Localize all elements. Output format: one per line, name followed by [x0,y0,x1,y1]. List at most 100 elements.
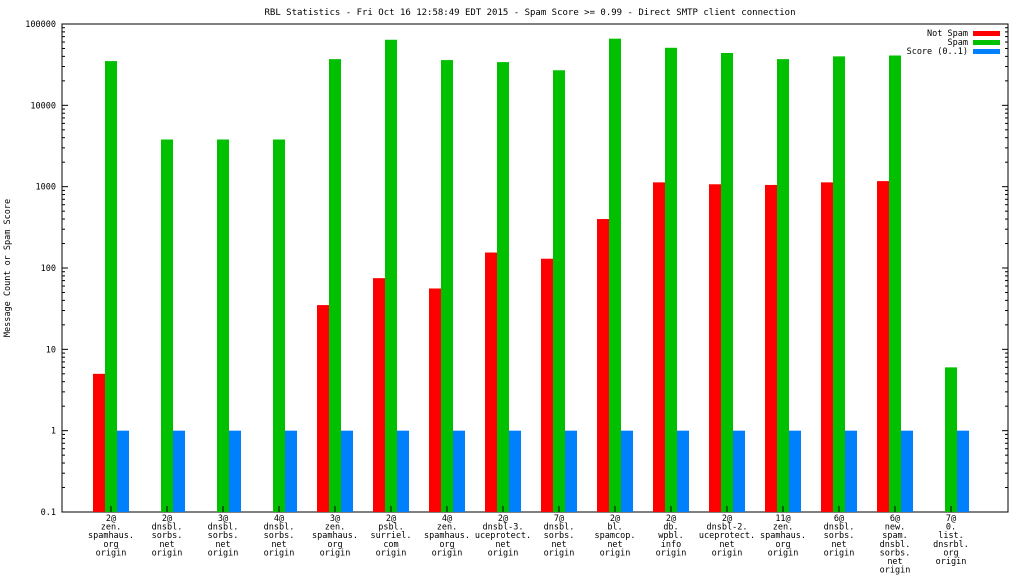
bar-score [173,430,185,512]
x-tick-label: dnsbl. [152,523,183,533]
y-tick-label: 100 [41,264,56,274]
x-tick-label: 7@ [946,514,956,524]
bar-score [453,430,465,512]
x-tick-label: sorbs. [152,531,183,541]
x-tick-label: origin [880,566,911,576]
bar-not-spam [429,288,441,512]
x-tick-label: net [551,540,566,550]
x-tick-label: net [215,540,230,550]
x-tick-label: 0. [946,523,956,533]
bar-spam [161,139,173,513]
bar-not-spam [597,219,609,512]
x-tick-label: spamhaus. [88,531,134,541]
bar-score [117,430,129,512]
bar-spam [497,62,509,512]
legend-not-spam-label: Not Spam [927,29,968,39]
x-tick-label: origin [600,548,631,558]
x-tick-label: list. [938,531,964,541]
x-tick-label: com [383,540,398,550]
bar-score [957,430,969,512]
legend-spam-swatch [973,40,1000,45]
bar-spam [553,70,565,512]
bar-spam [833,56,845,513]
x-tick-label: 4@ [274,514,284,524]
x-tick-label: 2@ [610,514,620,524]
x-tick-label: origin [544,548,575,558]
plot-frame [61,23,1009,513]
x-tick-label: spamhaus. [760,531,806,541]
x-tick-label: zen. [773,523,793,533]
x-tick-label: dnsrbl. [933,540,969,550]
x-tick-label: net [719,540,734,550]
bar-score [229,430,241,512]
x-tick-label: spamhaus. [312,531,358,541]
x-tick-label: wpbl. [658,531,684,541]
bar-spam [721,52,733,513]
x-tick-label: sorbs. [880,548,911,558]
x-tick-label: sorbs. [208,531,239,541]
x-tick-label: origin [376,548,407,558]
y-tick-label: 10000 [30,101,56,111]
y-axis: 0.1 1 10 100 1000 10000 100000 [25,20,1008,518]
bar-score [509,430,521,512]
x-tick-label: sorbs. [264,531,295,541]
bar-spam [217,139,229,513]
bar-spam [385,39,397,512]
bar-spam [889,55,901,512]
bar-not-spam [877,181,889,512]
x-tick-label: origin [320,548,351,558]
x-tick-label: bl. [607,523,622,533]
bar-not-spam [709,184,721,512]
x-tick-label: uceprotect. [699,531,755,541]
x-tick-label: org [439,540,454,550]
bar-score [845,430,857,512]
bar-spam [329,59,341,512]
x-tick-label: zen. [101,523,121,533]
x-tick-label: surriel. [371,531,412,541]
x-tick-label: db. [663,523,678,533]
x-tick-label: net [831,540,846,550]
bar-not-spam [765,184,777,512]
x-tick-label: net [607,540,622,550]
x-tick-label: dnsbl. [880,540,911,550]
bar-score [397,430,409,512]
x-tick-label: origin [824,548,855,558]
x-tick-label: 4@ [442,514,452,524]
x-tick-label: 2@ [386,514,396,524]
bar-score [565,430,577,512]
x-tick-label: 6@ [834,514,844,524]
legend-score-swatch [973,49,1000,54]
legend-not-spam-swatch [973,31,1000,36]
x-tick-label: dnsbl-2. [707,523,748,533]
x-tick-label: net [159,540,174,550]
x-tick-label: origin [768,548,799,558]
x-tick-label: origin [488,548,519,558]
x-tick-label: net [495,540,510,550]
bar-not-spam [653,182,665,513]
y-tick-label: 10 [46,345,56,355]
x-tick-label: org [943,548,958,558]
bar-spam [665,47,677,512]
bar-spam [105,61,117,513]
bar-spam [777,59,789,512]
x-tick-label: 6@ [890,514,900,524]
bar-not-spam [93,373,105,512]
bar-score [789,430,801,512]
bar-score [677,430,689,512]
legend-score-label: Score (0..1) [907,47,968,57]
x-tick-label: dnsbl. [264,523,295,533]
y-tick-label: 100000 [25,20,56,30]
x-tick-label: info [661,540,681,550]
x-tick-label: spamhaus. [424,531,470,541]
x-tick-label: 3@ [218,514,228,524]
x-tick-label: origin [936,557,967,567]
legend-spam-label: Spam [948,38,968,48]
x-tick-label: org [327,540,342,550]
x-tick-label: org [103,540,118,550]
x-tick-label: 3@ [330,514,340,524]
bar-not-spam [821,182,833,513]
x-tick-label: zen. [325,523,345,533]
x-tick-label: sorbs. [824,531,855,541]
x-tick-label: origin [152,548,183,558]
